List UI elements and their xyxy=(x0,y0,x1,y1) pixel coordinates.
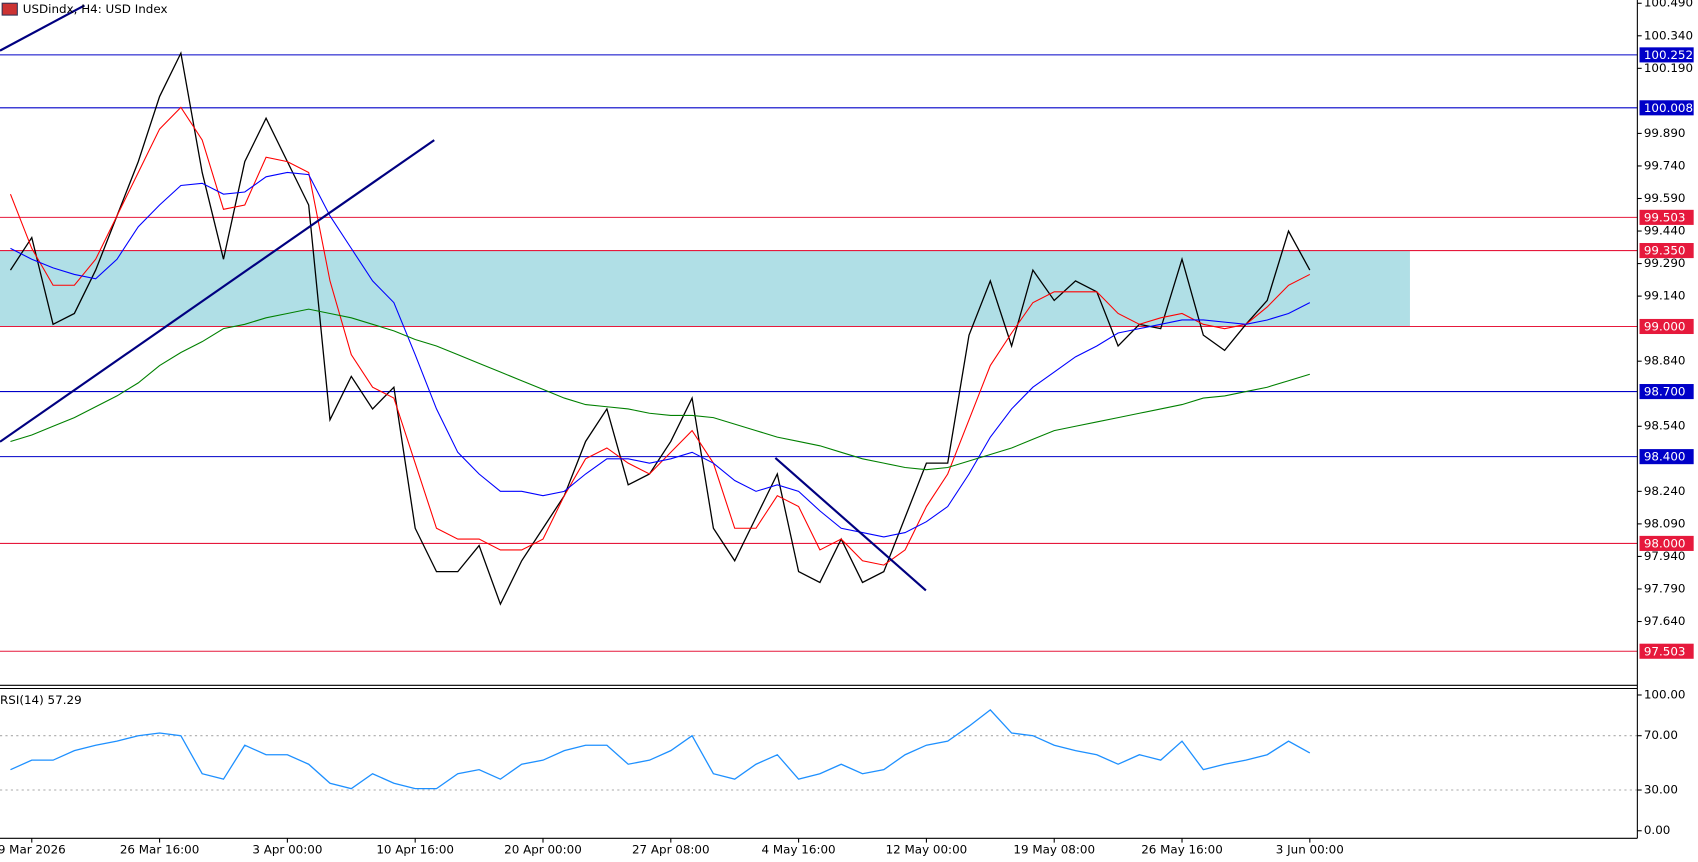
trend-line xyxy=(774,457,927,592)
y-tick-label: 100.340 xyxy=(1644,28,1693,42)
price-level-label: 100.252 xyxy=(1644,48,1693,62)
x-tick-label: 3 Apr 00:00 xyxy=(252,843,322,857)
symbol-icon xyxy=(1,2,18,16)
x-tick-label: 20 Apr 00:00 xyxy=(504,843,582,857)
y-tick-label: 70.00 xyxy=(1644,728,1678,742)
trend-line xyxy=(0,4,85,52)
zone xyxy=(0,250,1410,327)
y-tick-label: 100.190 xyxy=(1644,61,1693,75)
series-line xyxy=(10,308,1310,471)
price-level-box xyxy=(1639,243,1694,259)
y-tick-label: 98.240 xyxy=(1644,484,1686,498)
zone-layer xyxy=(0,250,1410,327)
x-tick-label: 10 Apr 16:00 xyxy=(376,843,454,857)
x-tick-label: 26 May 16:00 xyxy=(1141,843,1223,857)
y-tick-label: 98.090 xyxy=(1644,516,1686,530)
price-level-label: 99.350 xyxy=(1644,244,1686,258)
price-level-label: 99.503 xyxy=(1644,210,1686,224)
price-level-box xyxy=(1639,100,1694,116)
price-level-label: 98.000 xyxy=(1644,536,1686,550)
y-tick-label: 97.940 xyxy=(1644,549,1686,563)
price-level-box xyxy=(1639,318,1694,335)
price-level-label: 98.700 xyxy=(1644,385,1686,399)
price-level-label: 99.000 xyxy=(1644,320,1686,334)
y-tick-label: 98.840 xyxy=(1644,354,1686,368)
x-tick-label: 4 May 16:00 xyxy=(762,843,836,857)
y-tick-label: 100.00 xyxy=(1644,688,1686,702)
y-tick-label: 97.640 xyxy=(1644,614,1686,628)
price-level-label: 98.400 xyxy=(1644,450,1686,464)
trend-line xyxy=(0,139,435,443)
y-tick-label: 99.290 xyxy=(1644,256,1686,270)
y-tick-label: 30.00 xyxy=(1644,783,1678,797)
x-tick-label: 9 Mar 2026 xyxy=(0,843,66,857)
chart-title: USDindx, H4: USD Index xyxy=(23,2,168,16)
rsi-title: RSI(14) 57.29 xyxy=(0,693,82,707)
x-tick-label: 27 Apr 08:00 xyxy=(632,843,710,857)
level-layer xyxy=(0,54,1638,791)
price-level-box xyxy=(1639,47,1694,63)
y-tick-label: 99.590 xyxy=(1644,191,1686,205)
price-level-box xyxy=(1639,643,1694,659)
x-tick-label: 19 May 08:00 xyxy=(1013,843,1095,857)
x-tick-label: 3 Jun 00:00 xyxy=(1276,843,1344,857)
series-line xyxy=(10,171,1311,538)
y-tick-label: 99.890 xyxy=(1644,126,1686,140)
y-tick-label: 99.440 xyxy=(1644,224,1686,238)
price-level-box xyxy=(1639,384,1694,400)
x-tick-label: 12 May 00:00 xyxy=(886,843,968,857)
price-level-box xyxy=(1639,535,1694,551)
series-line xyxy=(10,709,1311,790)
series-layer xyxy=(9,51,1311,790)
y-tick-label: 99.740 xyxy=(1644,158,1686,172)
price-level-box xyxy=(1639,209,1694,225)
series-line xyxy=(9,51,1311,606)
series-line xyxy=(9,106,1311,566)
price-level-label: 97.503 xyxy=(1644,644,1686,658)
y-tick-label: 100.490 xyxy=(1644,0,1693,10)
y-tick-label: 98.540 xyxy=(1644,419,1686,433)
price-level-label: 100.008 xyxy=(1644,101,1693,115)
y-tick-label: 99.140 xyxy=(1644,289,1686,303)
price-level-box xyxy=(1639,449,1694,465)
y-tick-label: 0.00 xyxy=(1644,823,1671,837)
x-tick-label: 26 Mar 16:00 xyxy=(120,843,199,857)
y-tick-label: 97.790 xyxy=(1644,581,1686,595)
